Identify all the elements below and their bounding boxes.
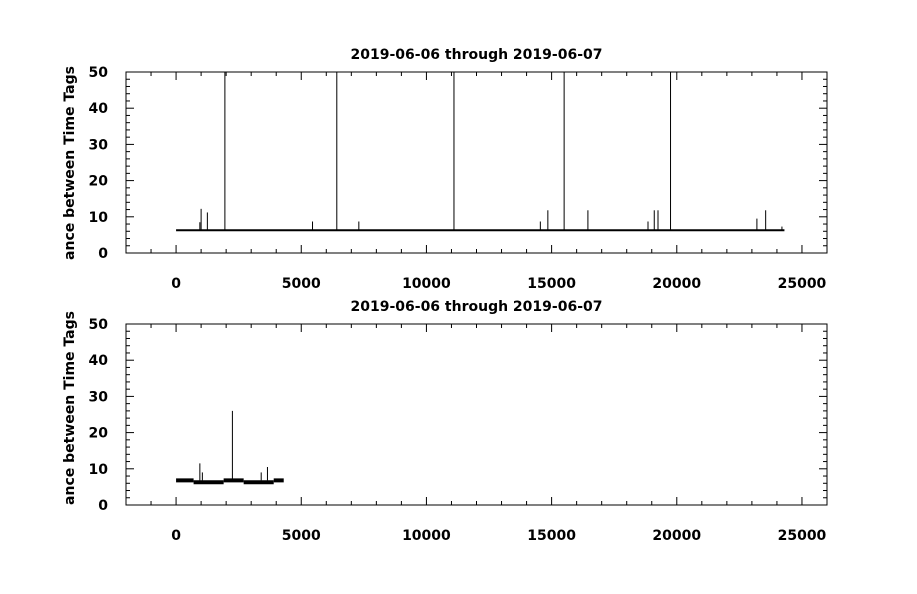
- y-tick-label: 10: [89, 210, 109, 226]
- y-tick-label: 20: [89, 174, 109, 190]
- x-tick-label: 10000: [402, 528, 451, 544]
- y-tick-label: 20: [89, 426, 109, 442]
- y-tick-label: 0: [98, 246, 108, 262]
- y-tick-label: 10: [89, 462, 109, 478]
- x-tick-label: 25000: [778, 276, 827, 292]
- x-tick-label: 15000: [527, 528, 576, 544]
- y-tick-label: 0: [98, 498, 108, 514]
- bottom-chart-panel: 2019-06-06 through 2019-06-07 ance betwee…: [62, 299, 828, 544]
- y-tick-label: 30: [89, 137, 109, 153]
- chart-title: 2019-06-06 through 2019-06-07: [351, 47, 603, 63]
- y-tick-label: 50: [89, 65, 109, 81]
- plot-frame: [125, 323, 828, 506]
- x-tick-label: 0: [171, 528, 181, 544]
- x-tick-label: 5000: [282, 276, 321, 292]
- y-tick-label: 30: [89, 389, 109, 405]
- y-axis-label: ance between Time Tags: [62, 311, 78, 505]
- chart-title: 2019-06-06 through 2019-06-07: [351, 299, 603, 315]
- x-tick-label: 10000: [402, 276, 451, 292]
- y-tick-label: 50: [89, 317, 109, 333]
- x-tick-label: 20000: [652, 528, 701, 544]
- x-tick-label: 5000: [282, 528, 321, 544]
- y-tick-label: 40: [89, 353, 109, 369]
- x-tick-label: 25000: [778, 528, 827, 544]
- y-tick-label: 40: [89, 101, 109, 117]
- x-tick-label: 15000: [527, 276, 576, 292]
- x-tick-label: 0: [171, 276, 181, 292]
- plot-frame: [125, 71, 828, 254]
- x-tick-label: 20000: [652, 276, 701, 292]
- top-chart-panel: 2019-06-06 through 2019-06-07 ance betwee…: [62, 47, 828, 292]
- y-axis-label: ance between Time Tags: [62, 66, 78, 260]
